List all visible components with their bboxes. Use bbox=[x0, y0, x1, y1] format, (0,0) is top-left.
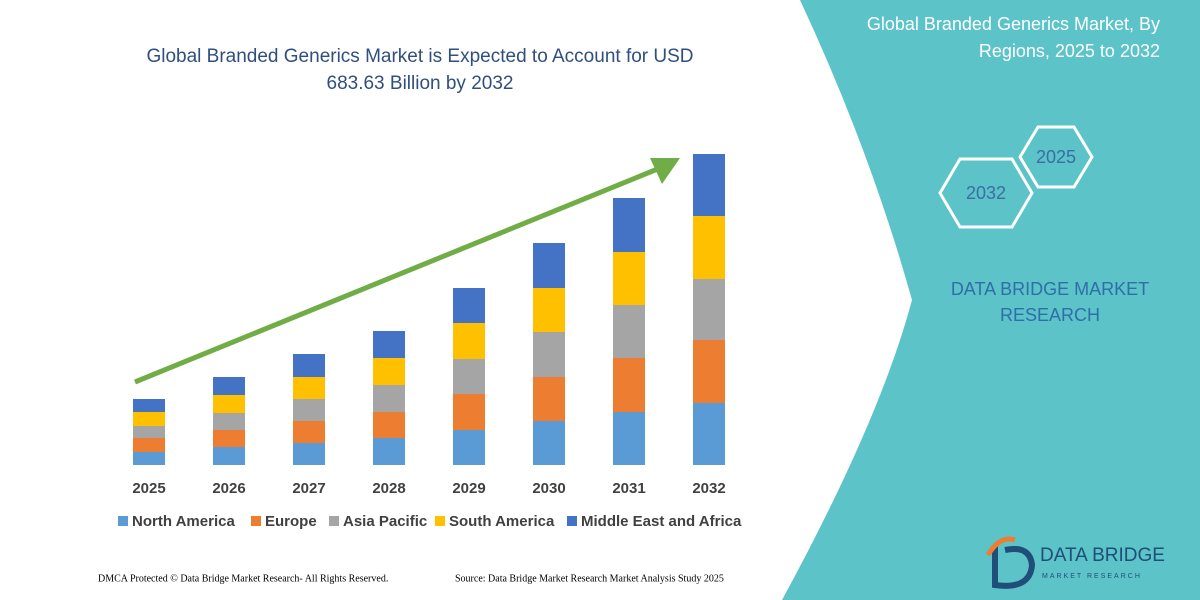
bar-segment bbox=[533, 332, 565, 377]
bar-segment bbox=[613, 305, 645, 358]
bar-segment bbox=[213, 447, 245, 465]
x-tick-label: 2028 bbox=[372, 480, 405, 497]
bar-segment bbox=[453, 288, 485, 323]
bar-segment bbox=[133, 412, 165, 426]
bar-segment bbox=[133, 438, 165, 452]
bar-segment bbox=[213, 413, 245, 430]
legend-label: South America bbox=[449, 513, 555, 530]
bar-segment bbox=[693, 403, 725, 465]
bar-segment bbox=[293, 354, 325, 377]
bar-segment bbox=[453, 323, 485, 359]
bar-segment bbox=[213, 377, 245, 395]
legend-label: Europe bbox=[265, 513, 317, 530]
x-tick-label: 2027 bbox=[292, 480, 325, 497]
x-tick-label: 2025 bbox=[132, 480, 165, 497]
bar-segment bbox=[373, 358, 405, 385]
x-tick-label: 2032 bbox=[692, 480, 725, 497]
legend-label: Asia Pacific bbox=[343, 513, 427, 530]
legend-swatch bbox=[251, 516, 261, 526]
bar-segment bbox=[373, 438, 405, 465]
bar-segment bbox=[533, 421, 565, 465]
bar-segment bbox=[693, 216, 725, 279]
bar-segment bbox=[613, 358, 645, 412]
legend-swatch bbox=[435, 516, 445, 526]
bar-segment bbox=[293, 443, 325, 465]
logo-name: DATA BRIDGE bbox=[1040, 545, 1165, 566]
side-panel bbox=[782, 0, 1200, 600]
bar-segment bbox=[613, 252, 645, 305]
bar-segment bbox=[693, 279, 725, 340]
logo bbox=[985, 536, 1036, 589]
hexagon bbox=[938, 157, 1034, 229]
chart-title: Global Branded Generics Market is Expect… bbox=[146, 46, 693, 67]
bar-segment bbox=[293, 421, 325, 443]
panel-title: Global Branded Generics Market, By bbox=[867, 14, 1160, 34]
bar-segment bbox=[373, 331, 405, 358]
hex-label: 2025 bbox=[1036, 147, 1076, 167]
bar-segment bbox=[293, 377, 325, 399]
panel-title: Regions, 2025 to 2032 bbox=[979, 41, 1160, 61]
bar-segment bbox=[373, 385, 405, 412]
x-tick-label: 2030 bbox=[532, 480, 565, 497]
bar-segment bbox=[533, 243, 565, 288]
legend-swatch bbox=[329, 516, 339, 526]
x-tick-label: 2029 bbox=[452, 480, 485, 497]
bar-segment bbox=[133, 452, 165, 465]
chart-title: 683.63 Billion by 2032 bbox=[327, 73, 514, 94]
legend-swatch bbox=[118, 516, 128, 526]
brand-text: DATA BRIDGE MARKET bbox=[951, 279, 1149, 299]
brand-text: RESEARCH bbox=[1000, 305, 1100, 325]
bar-segment bbox=[533, 377, 565, 421]
footer-source: Source: Data Bridge Market Research Mark… bbox=[455, 573, 724, 584]
bar-segment bbox=[133, 426, 165, 438]
bar-segment bbox=[213, 430, 245, 447]
bar-segment bbox=[453, 359, 485, 394]
legend-label: Middle East and Africa bbox=[581, 513, 742, 530]
trend-arrow bbox=[134, 165, 661, 385]
bar-segment bbox=[613, 198, 645, 252]
legend-swatch bbox=[567, 516, 577, 526]
bar-segment bbox=[373, 412, 405, 438]
logo-tagline: MARKET RESEARCH bbox=[1042, 573, 1142, 580]
bar-segment bbox=[693, 340, 725, 403]
bar-segment bbox=[133, 399, 165, 412]
bar-segment bbox=[693, 154, 725, 216]
bar-segment bbox=[533, 288, 565, 332]
bar-segment bbox=[293, 399, 325, 421]
bar-segment bbox=[453, 430, 485, 465]
x-tick-label: 2031 bbox=[612, 480, 645, 497]
legend-label: North America bbox=[132, 513, 235, 530]
footer-note: DMCA Protected © Data Bridge Market Rese… bbox=[98, 573, 388, 584]
hex-label: 2032 bbox=[966, 183, 1006, 203]
hexagon bbox=[1018, 125, 1094, 189]
arrow-head bbox=[650, 158, 680, 184]
bar-segment bbox=[453, 394, 485, 430]
x-tick-label: 2026 bbox=[212, 480, 245, 497]
bar-segment bbox=[613, 412, 645, 465]
bar-segment bbox=[213, 395, 245, 413]
